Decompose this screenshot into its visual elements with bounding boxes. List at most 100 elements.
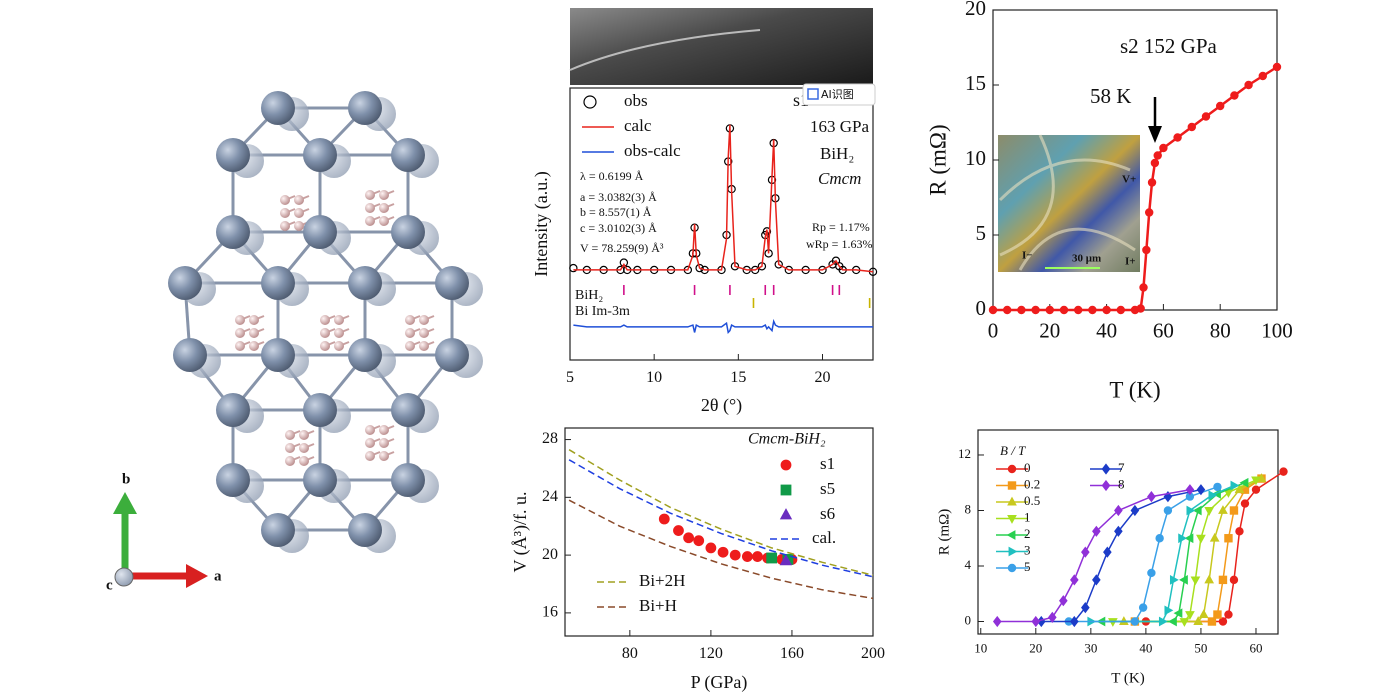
inset-label: I− — [1022, 250, 1033, 262]
h-atom — [379, 451, 389, 461]
marker — [683, 532, 695, 544]
marker — [988, 305, 998, 315]
marker — [1213, 610, 1222, 619]
marker — [1279, 467, 1288, 476]
h-atom — [249, 328, 259, 338]
h-atom — [334, 341, 344, 351]
marker — [1230, 480, 1240, 491]
marker — [1006, 530, 1016, 540]
marker — [1081, 546, 1090, 558]
reflection-label: Bi Im-3m — [575, 304, 630, 319]
h-atom — [405, 341, 415, 351]
marker — [1103, 546, 1112, 558]
axis-head-b — [113, 492, 137, 514]
marker — [1235, 527, 1244, 536]
marker — [1204, 574, 1215, 584]
marker — [1108, 618, 1118, 627]
series-line — [1112, 479, 1257, 623]
marker — [1169, 575, 1179, 585]
marker — [779, 554, 793, 566]
marker — [1153, 151, 1162, 160]
h-atom — [249, 315, 259, 325]
marker — [1007, 481, 1017, 490]
inset-label: 30 μm — [1072, 253, 1101, 265]
bi-atom — [391, 393, 425, 427]
marker — [673, 525, 684, 536]
h-atom — [334, 315, 344, 325]
marker — [1045, 305, 1054, 315]
h-atom — [299, 456, 309, 466]
legend-label: Bi+2H — [639, 571, 685, 590]
legend-label: s5 — [820, 479, 835, 498]
h-atom — [285, 443, 295, 453]
marker — [1185, 611, 1195, 620]
marker — [780, 484, 792, 496]
marker — [779, 508, 793, 520]
marker — [1147, 568, 1156, 578]
marker — [1150, 158, 1160, 168]
legend-label: 0.5 — [1024, 493, 1040, 508]
bi-atom — [435, 266, 469, 300]
plot-frame — [564, 427, 874, 637]
legend-label: calc — [624, 116, 652, 135]
x-tick-label: 200 — [861, 645, 885, 662]
inset-photo — [998, 135, 1140, 272]
marker — [1155, 534, 1164, 543]
bi-atom — [303, 138, 337, 172]
detector-ring — [569, 29, 761, 71]
bi-atom — [261, 91, 295, 125]
h-atom — [379, 216, 389, 226]
series-line — [1134, 477, 1262, 623]
x-tick-label: 30 — [1084, 641, 1097, 656]
h-atom — [235, 315, 245, 325]
marker — [1092, 525, 1101, 537]
legend-label: 3 — [1024, 542, 1031, 557]
legend-title: Cmcm-BiH₂ — [748, 431, 826, 448]
x-axis-label: 2θ (°) — [701, 395, 742, 416]
marker — [1229, 575, 1239, 585]
overlay-button-label[interactable]: AI识图 — [821, 88, 854, 101]
marker — [1179, 618, 1190, 627]
bi-atom — [216, 138, 250, 172]
bi-atom — [348, 91, 382, 125]
h-atom — [419, 341, 429, 351]
series-line — [568, 499, 874, 600]
annotation: wRp = 1.63% — [806, 237, 872, 251]
axis-label: c — [106, 577, 113, 593]
x-tick-label: 40 — [1139, 641, 1152, 656]
annotation: Rp = 1.17% — [812, 220, 870, 234]
x-tick-label: 20 — [815, 369, 831, 386]
legend-label: cal. — [812, 528, 836, 547]
marker — [1081, 602, 1090, 614]
marker — [1244, 80, 1253, 90]
bi-atom — [261, 513, 295, 547]
marker — [992, 615, 1002, 628]
marker — [693, 535, 705, 547]
series-line — [573, 318, 873, 334]
marker — [1184, 533, 1194, 544]
marker — [780, 459, 792, 471]
marker — [1114, 525, 1123, 537]
h-atom — [379, 203, 389, 213]
marker — [1007, 563, 1017, 573]
overlay-button[interactable] — [802, 83, 876, 106]
marker — [1224, 534, 1233, 543]
marker — [1144, 208, 1154, 217]
h-atom — [320, 315, 330, 325]
marker — [1073, 305, 1083, 315]
marker — [1008, 546, 1018, 557]
marker — [1204, 507, 1215, 516]
marker — [1059, 595, 1068, 607]
marker — [766, 552, 778, 564]
marker — [1007, 464, 1017, 474]
marker — [695, 263, 704, 273]
h-atom — [379, 438, 389, 448]
marker — [1218, 617, 1228, 626]
y-tick-label: 24 — [542, 488, 558, 505]
x-tick-label: 10 — [646, 369, 662, 386]
marker — [1088, 305, 1097, 315]
legend-label: 0.2 — [1024, 476, 1040, 491]
marker — [1138, 603, 1148, 612]
marker — [1007, 496, 1017, 506]
marker — [1196, 484, 1206, 496]
